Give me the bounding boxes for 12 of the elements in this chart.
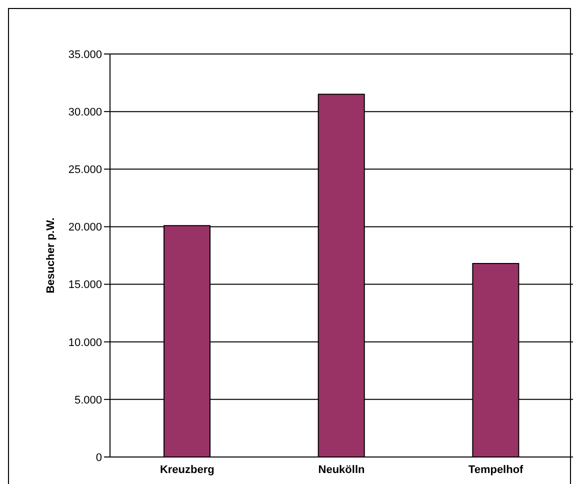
y-tick-label: 5.000 [74,394,102,406]
y-tick-label: 15.000 [68,279,102,292]
x-tick-label: Kreuzberg [160,464,214,476]
y-tick-label: 35.000 [68,48,102,61]
y-tick-label: 10.000 [68,336,102,349]
y-tick-label: 25.000 [68,164,102,176]
y-tick-label: 0 [96,452,102,464]
y-tick-label: 30.000 [68,106,102,118]
y-axis-title: Besucher p.W. [44,218,57,294]
x-tick-label: Neukölln [318,464,366,476]
x-tick-label: Tempelhof [468,464,524,476]
y-tick-label: 20.000 [68,222,102,234]
